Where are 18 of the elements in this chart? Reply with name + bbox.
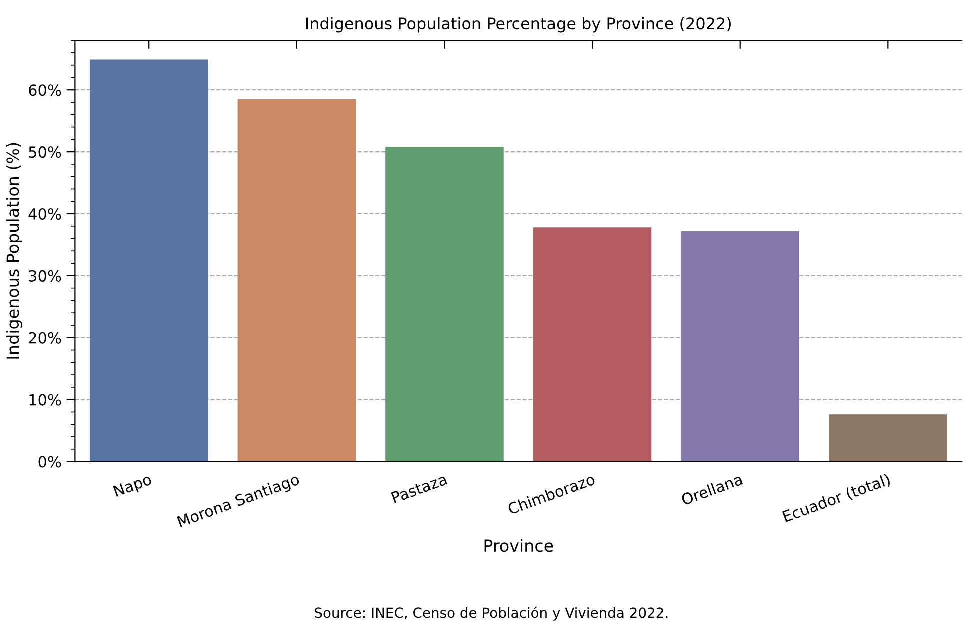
x-axis-title: Province xyxy=(484,539,554,552)
bar xyxy=(238,99,356,462)
y-tick-label: 30% xyxy=(29,270,62,282)
bar xyxy=(829,414,948,462)
y-axis-title: Indigenous Population (%) xyxy=(6,143,22,359)
source-note: Source: INEC, Censo de Población y Vivienda 2022. xyxy=(315,606,668,621)
y-tick-label: 0% xyxy=(38,456,62,468)
x-tick-label: Napo xyxy=(113,474,154,500)
y-tick-label: 20% xyxy=(29,332,62,344)
y-tick-label: 10% xyxy=(30,394,62,406)
y-tick-label: 60% xyxy=(29,84,62,96)
bar xyxy=(533,228,652,462)
bar xyxy=(386,147,504,462)
y-tick-label: 40% xyxy=(28,208,62,220)
chart-title: Indigenous Population Percentage by Province (2022) xyxy=(306,17,732,33)
y-tick-label: 50% xyxy=(29,146,62,158)
bar xyxy=(681,231,800,462)
bar xyxy=(90,60,208,462)
